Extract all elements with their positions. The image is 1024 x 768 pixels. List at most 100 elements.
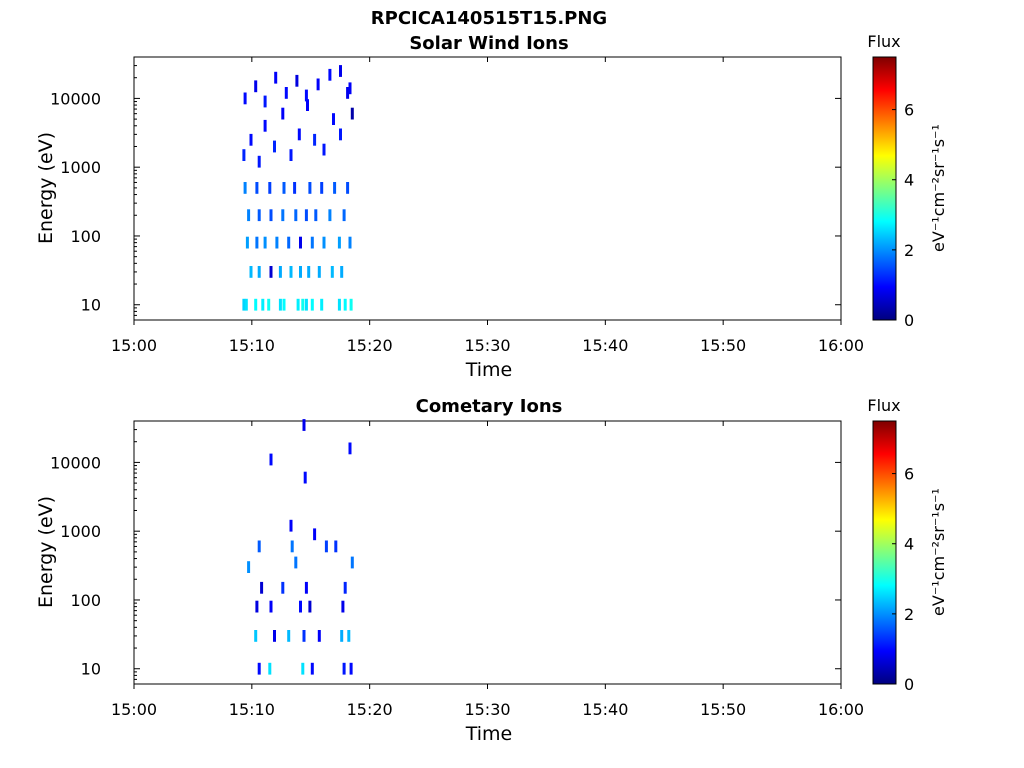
heatmap-cell	[303, 471, 307, 484]
heatmap-cell	[304, 89, 308, 102]
colorbar-tick-label: 0	[904, 675, 914, 694]
solar-wind-title: Solar Wind Ions	[409, 33, 568, 54]
heatmap-cell	[313, 528, 317, 541]
heatmap-cell	[287, 630, 291, 642]
heatmap-cell	[343, 581, 347, 594]
heatmap-cell	[249, 266, 253, 278]
heatmap-cell	[267, 298, 271, 311]
heatmap-cell	[254, 298, 258, 311]
colorbar-tick-label: 4	[904, 171, 914, 190]
heatmap-cell	[316, 78, 320, 91]
heatmap-cell	[314, 209, 318, 222]
cometary-heatmap	[247, 419, 354, 675]
heatmap-cell	[299, 266, 302, 278]
colorbar-tick-label: 2	[904, 605, 914, 624]
heatmap-cell	[249, 133, 253, 146]
heatmap-cell	[339, 65, 342, 77]
heatmap-cell	[328, 209, 332, 222]
heatmap-cell	[332, 113, 335, 125]
heatmap-cell	[242, 298, 246, 311]
colorbar-tick-label: 6	[904, 465, 914, 484]
heatmap-cell	[330, 266, 334, 278]
x-tick-label: 15:10	[229, 700, 275, 719]
cometary-title: Cometary Ions	[416, 396, 563, 417]
heatmap-cell	[294, 209, 298, 222]
heatmap-cell	[348, 82, 352, 95]
heatmap-cell	[260, 581, 264, 594]
heatmap-cell	[340, 630, 344, 642]
solar-wind-y-axis: 10 100 1000 10000	[50, 56, 841, 321]
heatmap-cell	[273, 140, 276, 153]
solar-wind-heatmap	[242, 65, 354, 311]
colorbar-tick-label: 0	[904, 311, 914, 330]
heatmap-cell	[317, 630, 321, 642]
heatmap-cell	[313, 133, 317, 146]
x-tick-label: 15:00	[111, 336, 157, 355]
colorbar-tick-label: 6	[904, 101, 914, 120]
heatmap-cell	[243, 92, 247, 105]
heatmap-cell	[347, 630, 351, 642]
colorbar-tick-label: 4	[904, 535, 914, 554]
heatmap-cell	[275, 236, 279, 249]
heatmap-cell	[349, 662, 353, 675]
heatmap-cell	[247, 209, 251, 222]
heatmap-cell	[245, 236, 249, 249]
heatmap-cell	[290, 540, 294, 553]
y-tick-label: 10	[81, 296, 101, 315]
heatmap-cell	[349, 298, 353, 311]
solar-wind-colorbar	[872, 56, 897, 321]
figure-title: RPCICA140515T15.PNG	[371, 8, 607, 29]
heatmap-cell	[322, 143, 326, 156]
heatmap-cell	[289, 266, 293, 278]
heatmap-cell	[322, 236, 326, 249]
heatmap-cell	[269, 453, 273, 466]
colorbar-tick-label: 2	[904, 241, 914, 260]
heatmap-cell	[289, 149, 293, 161]
heatmap-cell	[334, 540, 338, 553]
cometary-colorbar-unit: eV⁻¹cm⁻²sr⁻¹s⁻¹	[929, 488, 948, 616]
heatmap-cell	[304, 209, 308, 222]
heatmap-cell	[261, 298, 265, 311]
heatmap-cell	[328, 68, 332, 81]
heatmap-cell	[307, 266, 311, 278]
heatmap-cell	[302, 419, 306, 431]
heatmap-cell	[255, 600, 259, 613]
heatmap-cell	[299, 600, 302, 613]
heatmap-cell	[269, 266, 273, 278]
heatmap-cell	[257, 155, 261, 168]
heatmap-cell	[295, 74, 299, 87]
heatmap-cell	[317, 266, 321, 278]
heatmap-cell	[342, 209, 346, 222]
solar-wind-panel: Solar Wind Ions 15:00 15:10 15:20 15:30 15:4…	[35, 32, 948, 381]
cometary-colorbar-title: Flux	[867, 396, 900, 415]
heatmap-cell	[263, 95, 267, 108]
heatmap-cell	[287, 236, 291, 249]
heatmap-cell	[281, 209, 285, 222]
heatmap-cell	[269, 600, 273, 613]
heatmap-cell	[254, 80, 258, 93]
cometary-colorbar	[872, 420, 897, 685]
heatmap-cell	[278, 298, 282, 311]
heatmap-cell	[301, 298, 305, 311]
x-tick-label: 15:20	[347, 700, 393, 719]
y-tick-label: 10	[81, 660, 101, 679]
heatmap-cell	[254, 630, 258, 642]
solar-wind-colorbar-unit: eV⁻¹cm⁻²sr⁻¹s⁻¹	[929, 124, 948, 252]
x-tick-label: 15:20	[347, 336, 393, 355]
heatmap-cell	[348, 442, 352, 455]
heatmap-cell	[346, 87, 350, 99]
heatmap-cell	[293, 182, 297, 194]
cometary-plot-area	[133, 420, 842, 685]
x-tick-label: 15:40	[582, 336, 628, 355]
heatmap-cell	[306, 99, 309, 111]
heatmap-cell	[284, 87, 288, 99]
x-tick-label: 16:00	[818, 336, 864, 355]
heatmap-cell	[308, 182, 312, 194]
heatmap-cell	[263, 236, 267, 249]
heatmap-cell	[257, 209, 261, 222]
heatmap-cell	[294, 556, 298, 569]
cometary-panel: Cometary Ions 15:00 15:10 15:20 15:30 15:40 1…	[35, 396, 948, 745]
solar-wind-y-label: Energy (eV)	[35, 132, 57, 244]
cometary-x-label: Time	[465, 723, 513, 745]
